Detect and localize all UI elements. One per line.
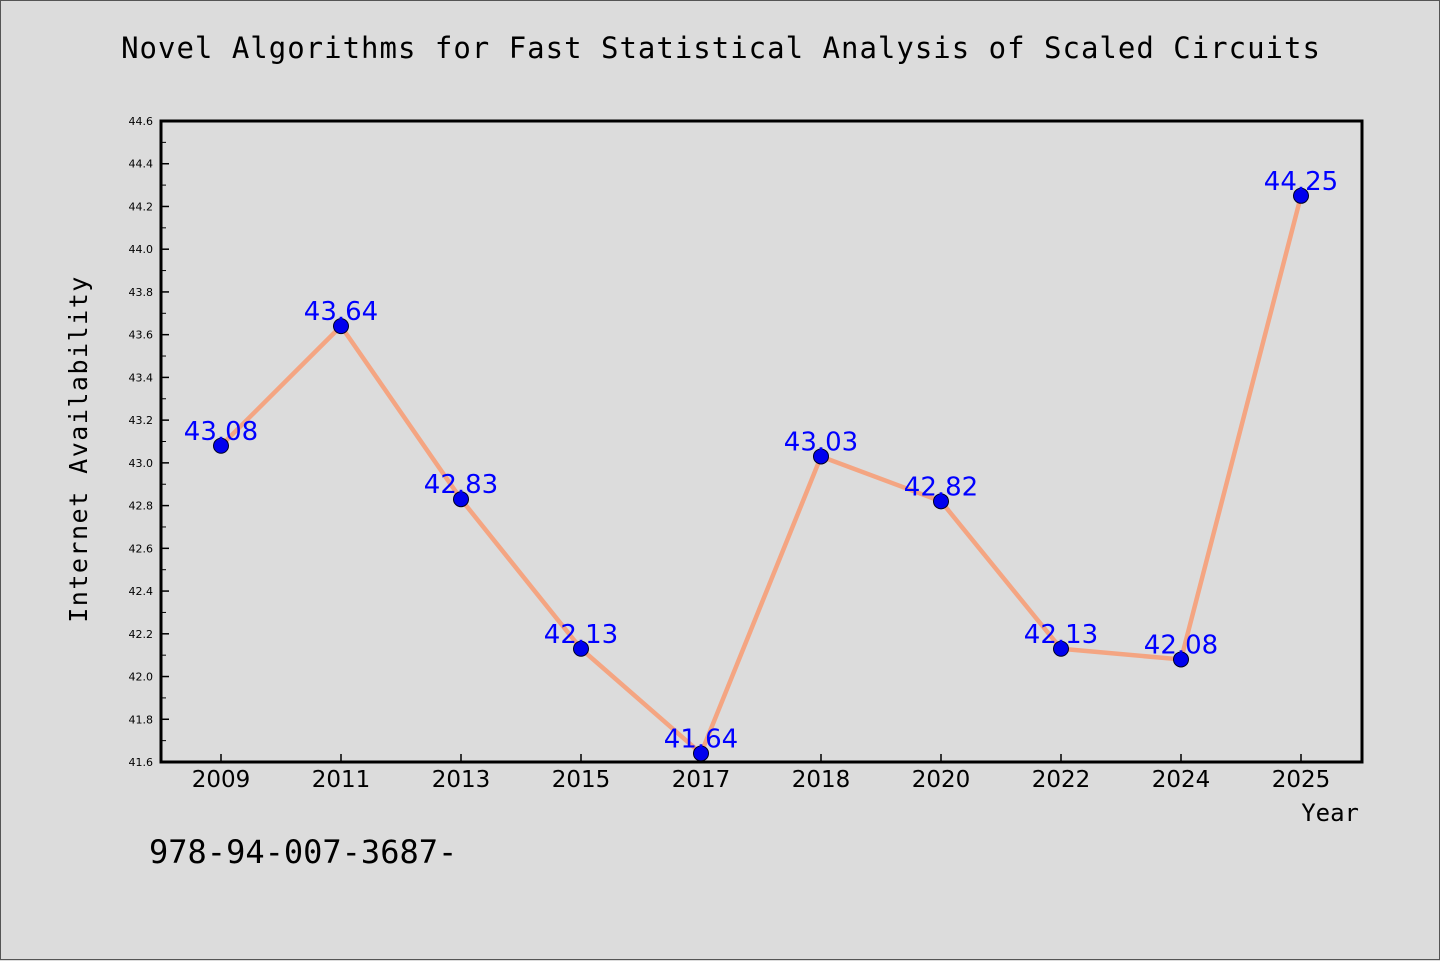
chart-title: Novel Algorithms for Fast Statistical An… — [121, 31, 1321, 65]
y-tick-label: 43.8 — [129, 286, 154, 299]
x-axis-label: Year — [1301, 799, 1359, 827]
x-tick-label: 2015 — [552, 767, 611, 793]
y-axis-label: Internet Availability — [64, 275, 93, 623]
isbn-text: 978-94-007-3687- — [149, 833, 458, 871]
data-label: 43.03 — [784, 427, 858, 457]
x-tick-label: 2022 — [1032, 767, 1091, 793]
y-tick-label: 42.4 — [129, 585, 154, 598]
data-point — [573, 640, 589, 657]
x-tick-label: 2013 — [432, 767, 491, 793]
data-point — [1173, 651, 1189, 668]
plot-area — [159, 119, 1364, 764]
y-tick-label: 43.2 — [129, 414, 154, 427]
x-tick-label: 2009 — [192, 767, 251, 793]
data-label: 41.64 — [664, 724, 738, 754]
y-tick-label: 42.2 — [129, 628, 154, 641]
y-tick-label: 44.0 — [129, 243, 154, 256]
data-point — [933, 493, 949, 510]
x-tick-label: 2017 — [672, 767, 731, 793]
y-tick-label: 44.4 — [129, 158, 154, 171]
x-tick-label: 2020 — [912, 767, 971, 793]
series-line — [219, 195, 1304, 756]
data-label: 42.08 — [1144, 630, 1218, 660]
y-tick-label: 43.0 — [129, 457, 154, 470]
data-point — [333, 318, 349, 335]
y-tick-label: 42.0 — [129, 671, 154, 684]
data-label: 42.13 — [544, 620, 618, 650]
x-tick-label: 2011 — [312, 767, 371, 793]
data-point — [1053, 640, 1069, 657]
data-point — [1293, 187, 1309, 204]
y-tick-label: 41.6 — [129, 756, 154, 769]
y-tick-label: 44.2 — [129, 200, 154, 213]
y-tick-label: 43.4 — [129, 371, 154, 384]
data-label: 42.82 — [904, 472, 978, 502]
data-point — [213, 437, 229, 454]
series-layer: 43.08 43.64 42.83 42.13 41.64 43.03 42.82 42.13… — [184, 167, 1338, 762]
x-tick-label: 2025 — [1272, 767, 1331, 793]
data-label: 43.64 — [304, 297, 378, 327]
data-label: 42.13 — [1024, 620, 1098, 650]
x-tick-label: 2024 — [1152, 767, 1211, 793]
y-tick-label: 42.6 — [129, 542, 154, 555]
x-axis-ticks: 2009 2011 2013 2015 2017 2018 2020 2022 2024 2025 — [192, 754, 1331, 793]
data-point — [453, 491, 469, 508]
y-tick-label: 42.8 — [129, 500, 154, 513]
data-label: 42.83 — [424, 470, 498, 500]
x-tick-label: 2018 — [792, 767, 851, 793]
y-tick-label: 43.6 — [129, 329, 154, 342]
y-tick-label: 44.6 — [129, 115, 154, 128]
data-label: 44.25 — [1264, 167, 1338, 197]
data-point — [813, 448, 829, 465]
y-axis-ticks: 41.6 41.8 42.0 42.2 42.4 42.6 42.8 43.0 43.2 43.4… — [129, 115, 169, 769]
data-label: 43.08 — [184, 417, 258, 447]
y-tick-label: 41.8 — [129, 713, 154, 726]
